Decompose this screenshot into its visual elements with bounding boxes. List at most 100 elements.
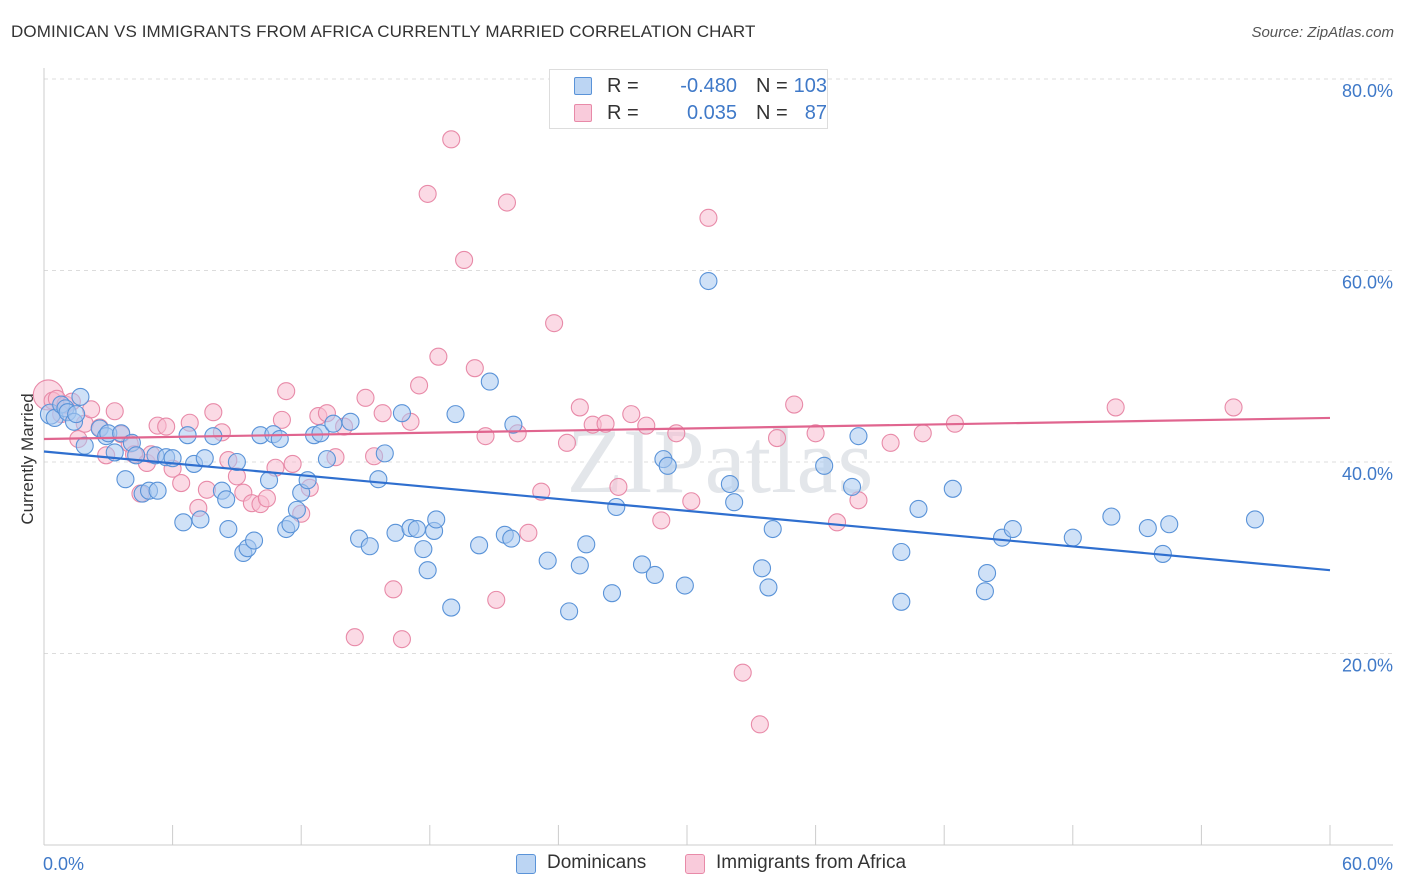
dominicans-point <box>195 449 214 468</box>
dominicans-point <box>720 474 739 494</box>
africa-point <box>487 590 506 609</box>
africa-point <box>157 417 176 436</box>
dominicans-point <box>759 578 778 597</box>
dominicans-point <box>763 519 782 539</box>
dominicans-point <box>174 513 193 532</box>
dominicans-point <box>675 576 694 595</box>
n-value: 103 <box>793 75 827 97</box>
africa-point <box>1106 398 1125 417</box>
r-value: 0.035 <box>686 102 737 124</box>
africa-point <box>652 511 671 530</box>
dominicans-point <box>892 592 911 611</box>
africa-point <box>622 405 641 424</box>
africa-point <box>204 403 223 422</box>
dominicans-point <box>577 535 596 554</box>
axes <box>43 68 1393 846</box>
n-value: 87 <box>804 102 827 124</box>
africa-point <box>356 388 375 407</box>
dominicans-swatch <box>516 854 536 874</box>
axis-labels: 20.0% 40.0% 60.0% 80.0% 0.0% 60.0% Currently M… <box>18 81 1393 874</box>
dominicans-point <box>570 556 589 575</box>
y-tick-label: 20.0% <box>1342 656 1393 676</box>
dominicans-point <box>892 542 911 562</box>
africa-point <box>1224 398 1243 417</box>
africa-point <box>272 410 291 429</box>
dominicans-point <box>1063 528 1082 547</box>
dominicans-point <box>75 436 94 455</box>
dominicans-point <box>909 499 928 518</box>
dominicans-point <box>752 559 772 578</box>
africa-point <box>442 130 461 149</box>
africa-point <box>392 630 411 649</box>
africa-point <box>418 184 437 203</box>
trend-lines <box>43 416 1331 572</box>
dominicans-point <box>227 452 246 472</box>
dominicans-point <box>480 372 499 391</box>
dominicans-swatch <box>574 77 592 95</box>
r-label: R = <box>607 102 639 124</box>
dominicans-point <box>386 523 405 542</box>
dominicans-point <box>407 519 426 539</box>
africa-swatch <box>685 854 705 874</box>
dominicans-point <box>375 444 394 463</box>
x-tick-label: 0.0% <box>43 854 84 874</box>
africa-point <box>455 250 474 270</box>
dominicans-point <box>645 565 664 585</box>
dominicans-point <box>317 450 336 469</box>
dominicans-point <box>538 551 557 570</box>
r-label: R = <box>607 75 639 97</box>
africa-point <box>733 663 752 682</box>
dominicans-point <box>978 564 997 583</box>
africa-point <box>570 398 589 417</box>
africa-point <box>384 580 403 599</box>
dominicans-point <box>725 493 744 512</box>
africa-point <box>345 628 364 647</box>
dominicans-point <box>632 555 652 574</box>
dominicans-point <box>191 510 210 529</box>
africa-point <box>476 427 495 446</box>
dominicans-point <box>849 427 868 446</box>
africa-point <box>767 429 787 448</box>
africa-point <box>881 433 900 452</box>
africa-point <box>750 715 769 734</box>
y-tick-label: 80.0% <box>1342 81 1393 101</box>
africa-point <box>913 424 932 443</box>
africa-point <box>637 416 656 435</box>
africa-point <box>699 208 718 227</box>
dominicans-point <box>67 405 86 424</box>
africa-point <box>806 424 825 443</box>
africa-point <box>609 477 628 496</box>
dominicans-point <box>842 477 862 496</box>
dominicans-point <box>287 500 306 519</box>
legend-label-dominicans: Dominicans <box>547 852 647 873</box>
dominicans-point <box>427 510 446 529</box>
africa-point <box>557 433 577 452</box>
dominicans-point <box>442 598 461 617</box>
dominicans-point <box>71 387 90 406</box>
dominicans-point <box>502 529 521 548</box>
dominicans-point <box>148 481 167 500</box>
africa-point <box>429 347 448 366</box>
dominicans-point <box>607 497 626 517</box>
y-axis-label: Currently Married <box>18 393 37 524</box>
dominicans-point <box>470 536 489 555</box>
dominicans-point <box>560 602 579 621</box>
africa-point <box>410 376 429 395</box>
r-value: -0.480 <box>680 75 737 97</box>
africa-point <box>277 382 296 401</box>
dominicans-point <box>446 405 465 424</box>
africa-point <box>283 454 302 473</box>
x-tick-label: 60.0% <box>1342 854 1393 874</box>
dominicans-point <box>244 531 264 550</box>
dominicans-point <box>324 414 343 433</box>
dominicans-point <box>1160 515 1179 534</box>
n-label: N = <box>756 75 788 97</box>
africa-point <box>519 523 538 542</box>
dominicans-point <box>217 490 236 509</box>
n-label: N = <box>756 102 788 124</box>
y-tick-label: 60.0% <box>1342 273 1393 293</box>
africa-point <box>545 314 564 333</box>
source-label: Source: ZipAtlas.com <box>1251 24 1394 41</box>
africa-point <box>373 404 392 423</box>
africa-point <box>197 480 216 499</box>
